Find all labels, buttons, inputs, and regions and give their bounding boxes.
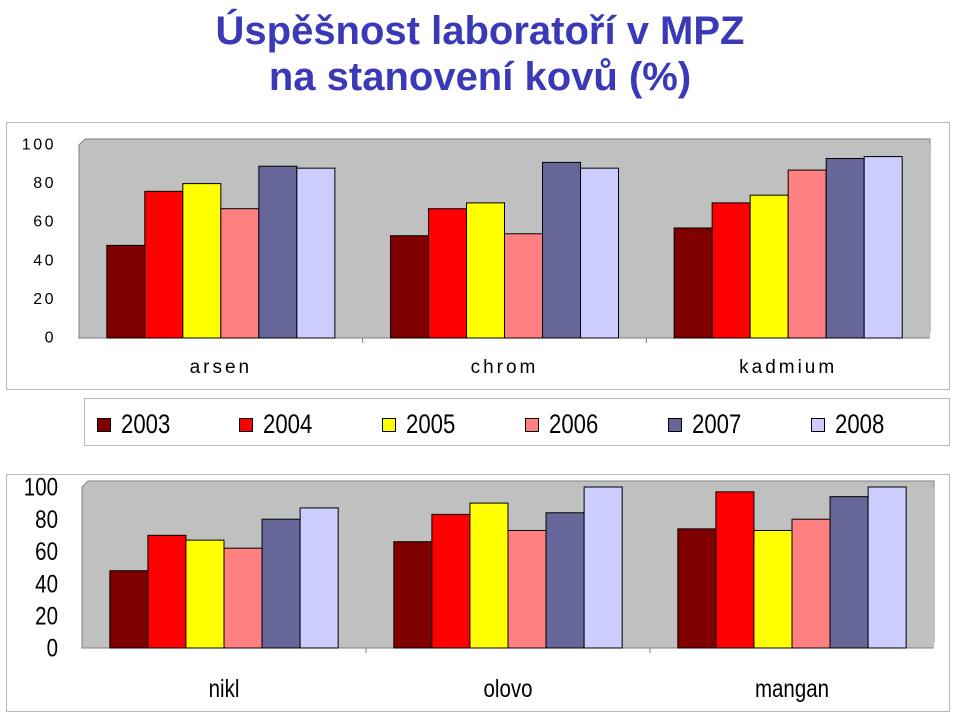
bar-olovo-2007 — [545, 512, 585, 649]
y-tick-label: 0 — [47, 634, 58, 662]
bar-olovo-2005 — [469, 502, 509, 649]
category-label: olovo — [483, 674, 532, 702]
bar-arsen-2006 — [220, 208, 260, 339]
category-label: kadmium — [739, 357, 837, 378]
bar-nikl-2005 — [185, 539, 225, 649]
bar-olovo-2006 — [507, 529, 547, 649]
bar-nikl-2003 — [109, 570, 149, 649]
bar-kadmium-2006 — [787, 169, 827, 339]
legend-label: 2004 — [263, 409, 313, 439]
legend-swatch — [668, 418, 682, 432]
y-tick-label: 20 — [33, 291, 56, 308]
bar-arsen-2003 — [106, 244, 146, 339]
bar-kadmium-2008 — [863, 156, 903, 339]
category-label: chrom — [471, 357, 539, 378]
bar-mangan-2003 — [677, 528, 717, 649]
bar-arsen-2008 — [296, 167, 336, 339]
y-tick-label: 40 — [33, 252, 56, 269]
bar-mangan-2005 — [753, 529, 793, 649]
legend-swatch — [97, 418, 111, 432]
legend-label: 2008 — [835, 409, 885, 439]
bar-nikl-2007 — [261, 518, 301, 649]
category-label: arsen — [190, 357, 253, 378]
y-tick-label: 40 — [35, 569, 58, 597]
bar-kadmium-2004 — [711, 202, 751, 339]
bar-kadmium-2003 — [673, 227, 713, 339]
bar-chrom-2004 — [427, 208, 467, 339]
bar-mangan-2006 — [791, 518, 831, 649]
chart-title: Úspěšnost laboratoří v MPZ na stanovení … — [0, 8, 960, 100]
bar-olovo-2004 — [431, 513, 471, 649]
legend-swatch — [811, 418, 825, 432]
category-label: mangan — [755, 674, 829, 702]
bar-olovo-2008 — [583, 486, 623, 649]
bar-arsen-2007 — [258, 165, 298, 339]
legend-swatch — [525, 418, 539, 432]
bar-chrom-2007 — [542, 161, 582, 339]
bar-mangan-2008 — [867, 486, 907, 649]
legend-label: 2005 — [406, 409, 456, 439]
y-tick-label: 20 — [35, 602, 58, 630]
bar-nikl-2004 — [147, 534, 187, 649]
y-tick-label: 100 — [24, 473, 58, 501]
legend-label: 2003 — [121, 409, 171, 439]
y-tick-label: 80 — [33, 175, 56, 192]
legend-swatch — [382, 418, 396, 432]
y-tick-label: 0 — [45, 330, 56, 347]
bar-chrom-2003 — [389, 235, 429, 339]
bar-mangan-2004 — [715, 491, 755, 649]
bar-mangan-2007 — [829, 496, 869, 649]
y-tick-label: 60 — [35, 537, 58, 565]
chart-title-line-1: Úspěšnost laboratoří v MPZ — [215, 9, 745, 53]
bar-chrom-2005 — [465, 202, 506, 339]
legend-label: 2007 — [692, 409, 742, 439]
y-tick-label: 60 — [33, 214, 56, 231]
legend-label: 2006 — [549, 409, 599, 439]
category-label: nikl — [209, 674, 240, 702]
bar-chrom-2008 — [580, 167, 620, 339]
y-tick-label: 100 — [22, 137, 56, 154]
bar-nikl-2006 — [223, 547, 263, 649]
bar-nikl-2008 — [299, 507, 339, 649]
legend: 2003 2004 2005 2006 2007 2008 — [84, 398, 950, 446]
chart-title-line-2: na stanovení kovů (%) — [268, 55, 692, 99]
legend-swatch — [239, 418, 253, 432]
bar-olovo-2003 — [393, 541, 433, 649]
bar-chrom-2006 — [504, 233, 544, 339]
bar-arsen-2004 — [144, 190, 184, 339]
y-tick-label: 80 — [35, 505, 58, 533]
